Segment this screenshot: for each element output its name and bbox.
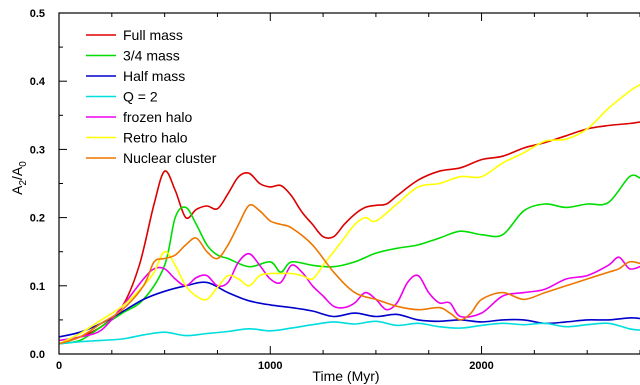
series-line-6 [59, 83, 640, 345]
x-tick-label-0: 0 [56, 360, 62, 372]
legend-label-7: Nuclear cluster [123, 150, 217, 166]
y-tick-label-0: 0.0 [30, 349, 45, 361]
legend-label-1: Full mass [123, 27, 183, 43]
legend-label-2: 3/4 mass [123, 48, 180, 64]
y-tick-label-5: 0.5 [30, 8, 45, 20]
legend-label-3: Half mass [123, 68, 185, 84]
x-tick-label-1: 1000 [258, 360, 282, 372]
series-line-1 [59, 121, 640, 345]
series-line-2 [59, 174, 640, 345]
y-tick-label-3: 0.3 [30, 144, 45, 156]
y-tick-label-2: 0.2 [30, 213, 45, 225]
legend-label-6: Retro halo [123, 130, 188, 146]
plot-area [59, 83, 640, 345]
y-tick-label-4: 0.4 [30, 76, 46, 88]
series-line-3 [59, 281, 640, 338]
x-axis-label: Time (Myr) [312, 368, 379, 384]
y-axis-label: A2/A0 [9, 161, 29, 195]
series-line-4 [59, 320, 640, 345]
x-tick-label-2: 2000 [469, 360, 493, 372]
legend-label-4: Q = 2 [123, 89, 158, 105]
series-line-5 [59, 252, 640, 342]
series-line-7 [59, 203, 640, 345]
y-tick-label-1: 0.1 [30, 281, 45, 293]
plot-frame [58, 12, 640, 355]
legend-label-5: frozen halo [123, 109, 192, 125]
axes: 0 1000 2000 0.0 0.1 0.2 0.3 0.4 0.5 [30, 8, 640, 372]
legend: Full mass 3/4 mass Half mass Q = 2 frozen ha… [86, 27, 217, 166]
